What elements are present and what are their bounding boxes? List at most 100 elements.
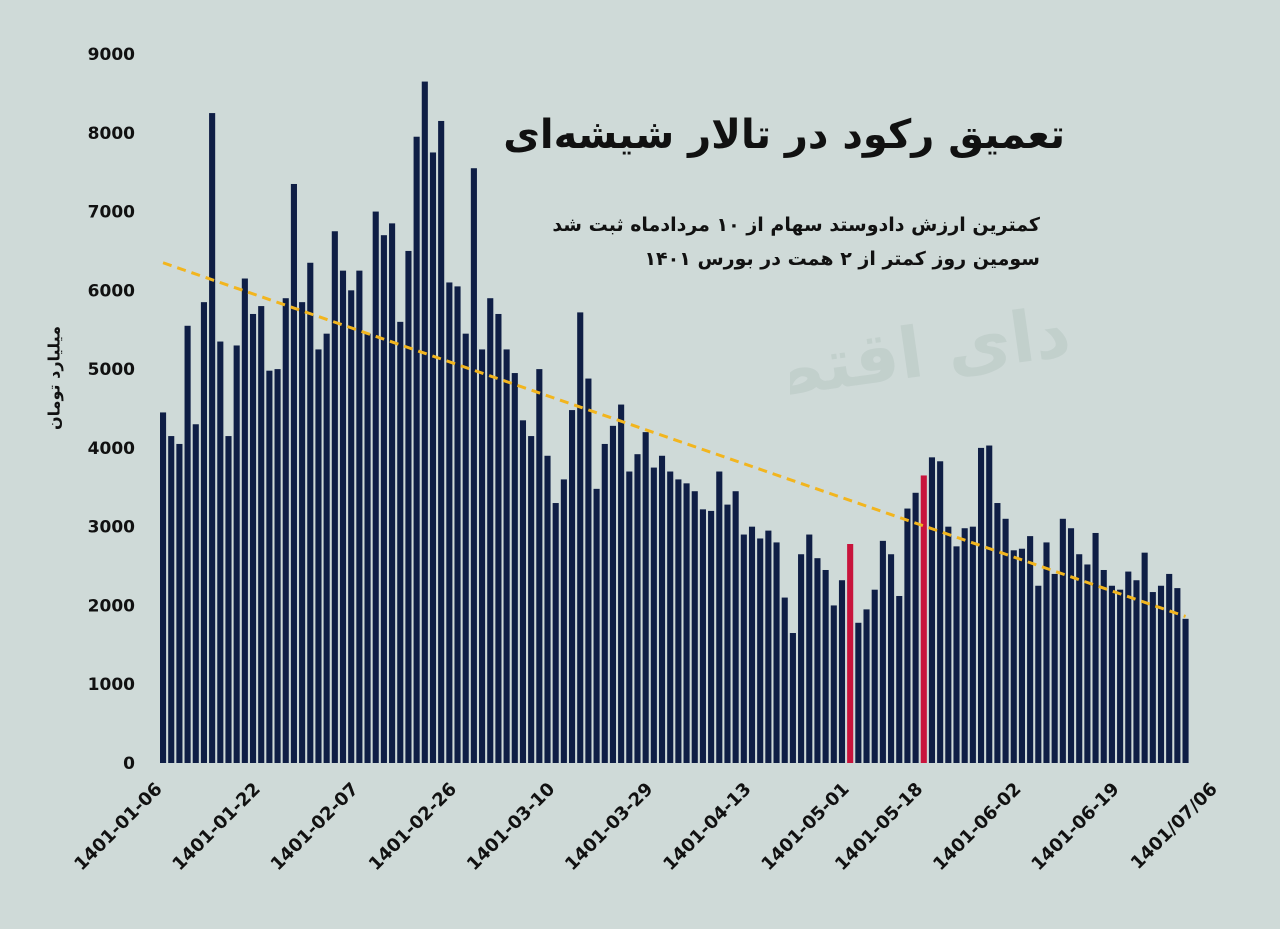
- bar: [978, 447, 985, 763]
- bar: [945, 526, 952, 763]
- bar: [1133, 580, 1140, 763]
- bar: [282, 298, 289, 763]
- bar: [986, 445, 993, 763]
- bar: [1010, 550, 1017, 763]
- bar: [217, 341, 224, 763]
- bar: [961, 528, 968, 763]
- bar: [724, 504, 731, 763]
- bar: [806, 534, 813, 763]
- y-tick-label: 9000: [88, 45, 135, 65]
- bar: [871, 589, 878, 763]
- x-tick-label: 1401-01-06: [70, 779, 166, 875]
- bar: [519, 420, 527, 763]
- bar: [511, 373, 518, 763]
- bar: [299, 302, 306, 763]
- bar: [896, 595, 903, 763]
- bar: [454, 286, 461, 763]
- bar: [569, 410, 576, 763]
- x-tick-label: 1401-06-02: [929, 779, 1025, 875]
- x-tick-label: 1401-02-26: [365, 779, 461, 875]
- bar: [266, 370, 273, 763]
- watermark: فردای اقتصاد: [790, 278, 1070, 424]
- y-tick-label: 3000: [88, 518, 135, 538]
- x-tick-label: 1401-06-19: [1027, 779, 1123, 875]
- bar: [626, 471, 633, 763]
- bar: [356, 270, 363, 763]
- bar: [1166, 573, 1173, 763]
- x-tick-label: 1401/07/06: [1127, 779, 1222, 874]
- bar: [716, 471, 723, 763]
- bar: [667, 471, 674, 763]
- bar: [658, 455, 666, 763]
- x-tick-label: 1401-01-22: [168, 779, 264, 875]
- bar: [994, 503, 1001, 763]
- bar: [748, 526, 756, 763]
- bar: [740, 534, 747, 763]
- bar: [618, 404, 625, 763]
- bar: [863, 609, 870, 763]
- bar: [1141, 552, 1148, 763]
- y-tick-label: 7000: [88, 203, 135, 223]
- bar: [634, 454, 641, 763]
- bar: [168, 436, 175, 763]
- bar: [470, 168, 477, 764]
- bar: [225, 436, 232, 763]
- bar: [380, 235, 387, 763]
- bar: [699, 509, 706, 763]
- bar: [838, 580, 846, 763]
- bar: [249, 313, 257, 763]
- bar: [577, 312, 584, 763]
- bar: [160, 412, 167, 763]
- bar: [1149, 592, 1156, 763]
- bar: [601, 443, 608, 763]
- bar: [1117, 589, 1124, 763]
- bar: [184, 325, 191, 763]
- bar: [479, 349, 486, 763]
- bar: [1092, 532, 1099, 763]
- bar: [765, 530, 772, 763]
- x-tick-label: 1401-03-29: [561, 779, 657, 875]
- bar: [528, 436, 535, 763]
- bar: [536, 369, 543, 763]
- y-tick-label: 0: [123, 754, 135, 774]
- bar: [953, 546, 960, 763]
- bar: [1157, 585, 1165, 763]
- subtitle-line-1: کمترین ارزش دادوستد سهام از ۱۰ مردادماه …: [552, 214, 1040, 236]
- bar: [691, 491, 698, 763]
- bar: [339, 270, 347, 763]
- bar: [1051, 573, 1058, 763]
- bar: [732, 491, 739, 763]
- bar: [233, 345, 240, 763]
- x-tick-label: 1401-02-07: [267, 779, 363, 875]
- bar: [290, 183, 297, 764]
- bar: [683, 483, 690, 763]
- bar: [642, 432, 649, 763]
- bar: [405, 250, 412, 763]
- bar: [830, 605, 837, 763]
- bar: [1067, 528, 1075, 763]
- bar: [937, 461, 944, 763]
- x-tick-label: 1401-04-13: [659, 779, 755, 875]
- bar: [789, 633, 796, 763]
- bar: [675, 479, 682, 763]
- bar: [176, 443, 183, 763]
- y-axis-label: میلیارد تومان: [44, 325, 64, 431]
- bar: [650, 467, 657, 763]
- bar: [969, 526, 976, 763]
- y-tick-label: 5000: [88, 360, 135, 380]
- bar: [1084, 564, 1091, 763]
- bar: [315, 349, 322, 763]
- bar: [1076, 554, 1083, 763]
- bar: [928, 457, 936, 763]
- bar: [814, 558, 821, 763]
- y-tick-label: 4000: [88, 439, 135, 459]
- x-tick-label: 1401-03-10: [463, 779, 559, 875]
- bar: [1182, 618, 1189, 763]
- chart-title: تعمیق رکود در تالار شیشه‌ای: [503, 112, 1065, 158]
- bar: [822, 569, 829, 763]
- svg-text:فردای اقتصاد: فردای اقتصاد: [790, 278, 1070, 424]
- bar: [552, 503, 559, 763]
- bar: [1059, 518, 1066, 763]
- bar: [274, 369, 281, 763]
